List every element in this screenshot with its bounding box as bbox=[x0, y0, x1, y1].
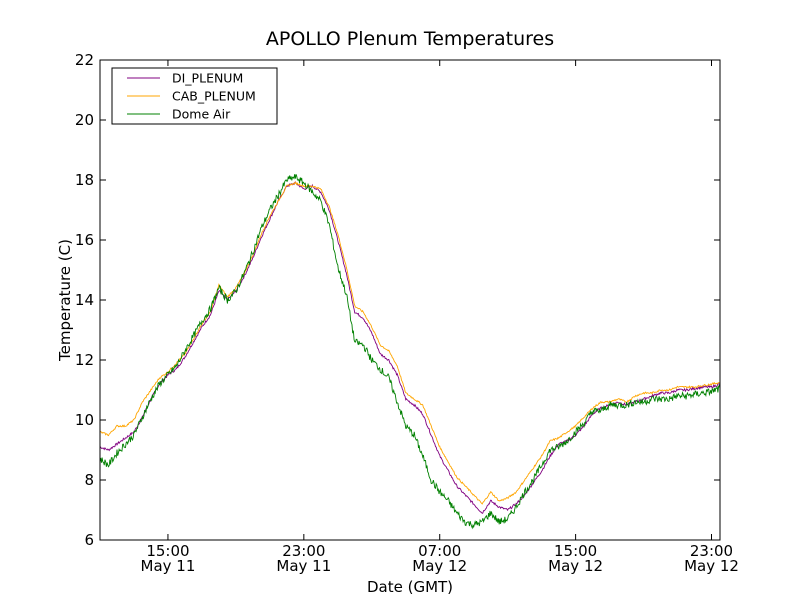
x-tick-date-label: May 11 bbox=[276, 557, 331, 575]
plot-area bbox=[100, 60, 720, 540]
series-line-di-plenum bbox=[99, 181, 721, 514]
legend-label-di-plenum: DI_PLENUM bbox=[172, 71, 243, 86]
y-tick-label: 22 bbox=[75, 51, 94, 69]
x-tick-time-label: 07:00 bbox=[418, 542, 461, 560]
series-group bbox=[99, 174, 721, 530]
plot-frame bbox=[99, 59, 721, 541]
chart-title: APOLLO Plenum Temperatures bbox=[266, 28, 554, 50]
legend-label-cab-plenum: CAB_PLENUM bbox=[172, 89, 256, 104]
x-tick-time-label: 15:00 bbox=[146, 542, 189, 560]
y-tick-label: 12 bbox=[75, 351, 94, 369]
y-tick-label: 16 bbox=[75, 231, 94, 249]
y-tick-label: 14 bbox=[75, 291, 94, 309]
x-tick-date-label: May 12 bbox=[412, 557, 467, 575]
y-tick-label: 8 bbox=[84, 471, 94, 489]
y-axis-label: Temperature (C) bbox=[56, 239, 74, 362]
x-tick-time-label: 23:00 bbox=[690, 542, 733, 560]
x-tick-date-label: May 11 bbox=[141, 557, 196, 575]
y-tick-label: 6 bbox=[84, 531, 94, 549]
legend-label-dome-air: Dome Air bbox=[172, 107, 231, 122]
y-tick-label: 10 bbox=[75, 411, 94, 429]
y-tick-label: 20 bbox=[75, 111, 94, 129]
x-tick-date-label: May 12 bbox=[548, 557, 603, 575]
x-tick-time-label: 15:00 bbox=[554, 542, 597, 560]
series-line-dome-air bbox=[99, 174, 721, 530]
x-tick-time-label: 23:00 bbox=[282, 542, 325, 560]
legend: DI_PLENUM CAB_PLENUM Dome Air bbox=[111, 67, 278, 125]
y-tick-label: 18 bbox=[75, 171, 94, 189]
x-tick-date-label: May 12 bbox=[684, 557, 739, 575]
x-axis-label: Date (GMT) bbox=[367, 578, 453, 596]
